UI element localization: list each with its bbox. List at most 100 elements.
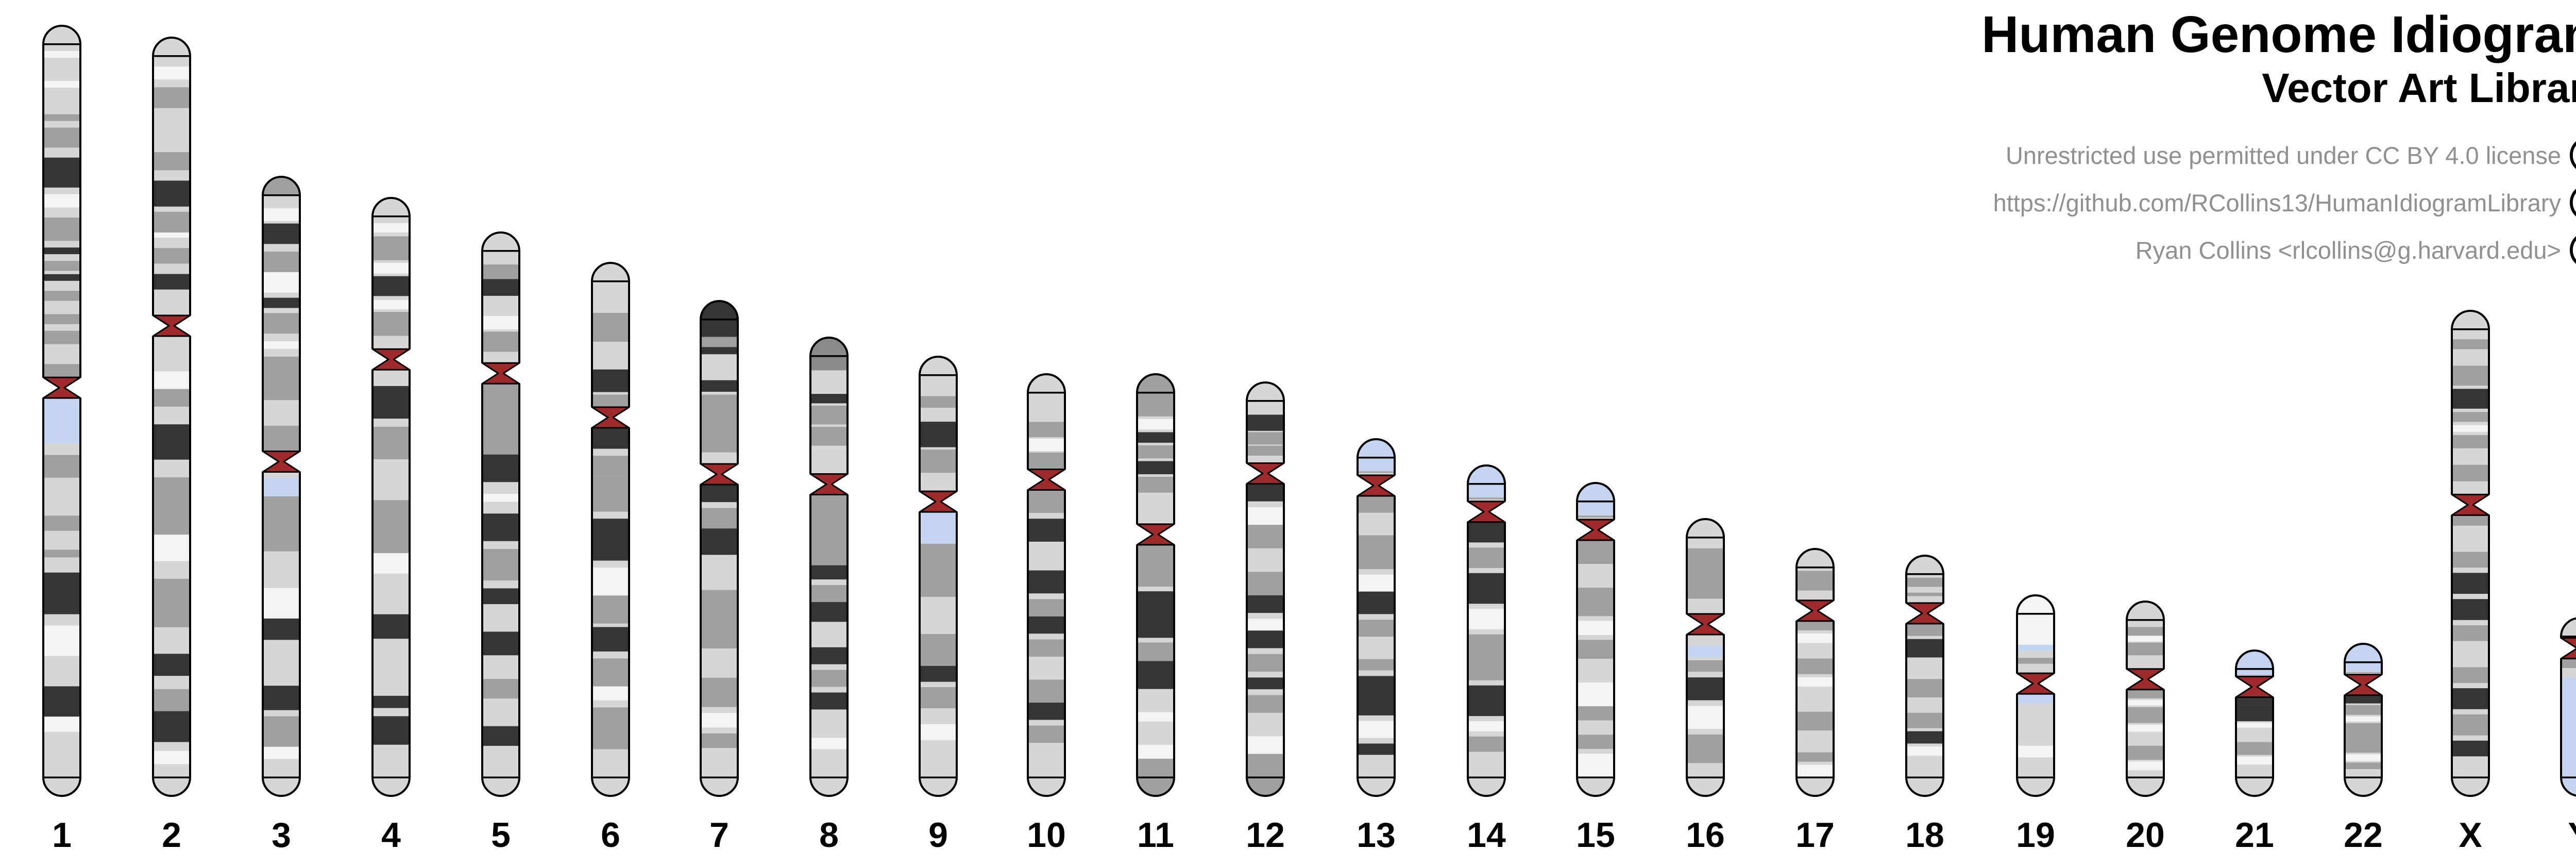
q-arm-band — [2236, 705, 2273, 722]
chromosome-label: 17 — [1795, 815, 1835, 855]
q-arm-band — [263, 746, 300, 759]
q-arm-band — [810, 494, 848, 565]
p-arm-band — [2127, 642, 2164, 656]
q-arm-band — [482, 494, 519, 502]
q-arm-band — [810, 602, 848, 622]
q-arm-band — [701, 485, 738, 503]
q-arm-band — [1358, 760, 1395, 777]
q-arm-band — [2452, 515, 2489, 526]
q-arm-band — [1247, 719, 1284, 737]
q-arm-band — [2127, 761, 2164, 771]
p-arm-telomere — [2234, 649, 2275, 670]
p-arm-band — [1358, 458, 1395, 471]
q-arm-band — [2127, 770, 2164, 777]
p-arm-band — [482, 298, 519, 313]
p-arm-band — [920, 422, 957, 447]
q-arm-band — [263, 686, 300, 710]
p-arm-telomere — [809, 337, 849, 357]
chromosome-21 — [2234, 649, 2275, 797]
p-arm-band — [2452, 412, 2489, 422]
q-arm-band — [263, 618, 300, 640]
q-arm-band — [153, 389, 190, 407]
p-arm-band — [2127, 656, 2164, 662]
centromere — [1027, 469, 1066, 491]
p-arm-telomere — [918, 356, 958, 376]
q-arm-band — [43, 717, 80, 732]
author-contact[interactable]: Ryan Collins <rlcollins@g.harvard.edu> — [2135, 236, 2561, 264]
q-arm-band — [2452, 530, 2489, 547]
q-arm-band — [1247, 484, 1284, 502]
p-arm-band — [1028, 422, 1065, 438]
p-arm-band — [482, 352, 519, 363]
q-arm-band — [1577, 659, 1614, 683]
q-arm-band — [2345, 762, 2382, 770]
centromere — [2344, 674, 2383, 696]
p-arm-band — [592, 281, 629, 313]
q-arm-band — [701, 748, 738, 777]
q-arm-band — [2452, 667, 2489, 683]
p-arm-band — [153, 180, 190, 207]
p-arm-band — [482, 251, 519, 262]
p-arm-band — [701, 347, 738, 355]
q-arm-telomere — [1905, 776, 1945, 797]
q-arm-band — [1577, 540, 1614, 564]
centromere — [481, 362, 520, 385]
q-arm-band — [372, 386, 410, 419]
q-arm-band — [701, 733, 738, 748]
p-arm-band — [810, 356, 848, 371]
p-arm-band — [1577, 515, 1614, 518]
p-arm-band — [372, 300, 410, 310]
repository-link[interactable]: https://github.com/RCollins13/HumanIdiog… — [1993, 189, 2561, 216]
q-arm-band — [1247, 548, 1284, 572]
chromosome-22 — [2343, 643, 2383, 797]
chromosome-7 — [699, 300, 739, 797]
p-arm-telomere — [1356, 438, 1396, 459]
centromere — [1576, 519, 1615, 541]
chromosome-17 — [1795, 548, 1835, 797]
chromosome-label: 7 — [709, 815, 729, 855]
centromere — [1357, 474, 1396, 497]
centromere — [2016, 672, 2055, 695]
q-arm-band — [153, 751, 190, 764]
q-arm-band — [1247, 754, 1284, 777]
q-arm-band — [43, 572, 80, 614]
q-arm-band — [1797, 646, 1834, 656]
chromosome-15 — [1575, 482, 1616, 797]
chromosome-label: 22 — [2344, 815, 2383, 855]
p-arm-band — [1358, 471, 1395, 473]
q-arm-band — [43, 758, 80, 777]
chromosome-label: 18 — [1905, 815, 1944, 855]
q-arm-band — [2452, 646, 2489, 662]
q-arm-band — [1797, 677, 1834, 687]
q-arm-band — [920, 543, 957, 597]
q-arm-band — [1906, 731, 1943, 744]
q-arm-telomere — [1356, 776, 1396, 797]
p-arm-band — [701, 357, 738, 380]
q-arm-band — [592, 658, 629, 687]
q-arm-band — [2561, 658, 2576, 669]
q-arm-band — [810, 715, 848, 732]
p-arm-band — [482, 279, 519, 296]
q-arm-telomere — [42, 776, 82, 797]
p-arm-band — [1687, 538, 1724, 548]
p-arm-band — [43, 114, 80, 121]
p-arm-band — [263, 272, 300, 293]
p-arm-band — [263, 356, 300, 401]
q-arm-band — [1906, 660, 1943, 676]
p-arm-band — [43, 81, 80, 88]
q-arm-band — [1028, 490, 1065, 513]
p-arm-band — [43, 274, 80, 281]
q-arm-band — [482, 631, 519, 656]
p-arm-band — [1797, 568, 1834, 571]
p-arm-telomere — [371, 197, 411, 218]
p-arm-band — [43, 64, 80, 81]
chromosome-label: 10 — [1027, 815, 1066, 855]
q-arm-band — [592, 427, 629, 449]
q-arm-band — [1797, 752, 1834, 762]
q-arm-telomere — [1466, 776, 1506, 797]
chromosome-4 — [371, 197, 411, 797]
p-arm-band — [1687, 600, 1724, 610]
q-arm-band — [1247, 695, 1284, 713]
q-arm-band — [1028, 748, 1065, 777]
p-arm-band — [263, 223, 300, 244]
